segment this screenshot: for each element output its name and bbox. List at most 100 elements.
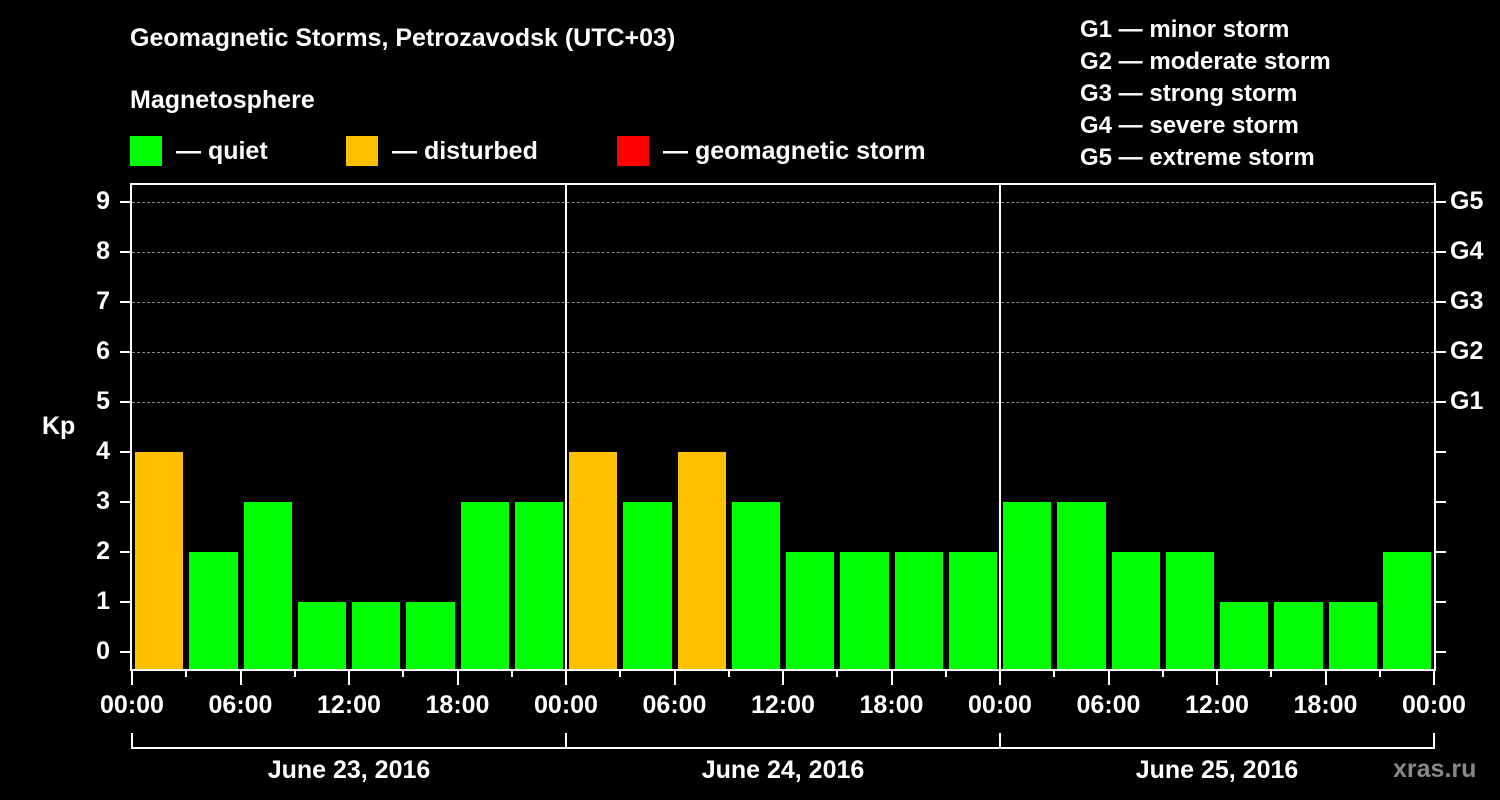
x-tick-label: 00:00 [968,691,1032,719]
kp-bar [1165,552,1214,669]
y-tick [120,251,130,253]
y-tick-right [1436,451,1446,453]
g-scale-item: G3 — strong storm [1080,80,1298,107]
kp-bar [243,502,292,669]
x-tick [890,669,893,685]
y-tick [120,451,130,453]
g-scale-label: G3 [1450,287,1484,315]
g-scale-item: G2 — moderate storm [1080,48,1331,75]
y-tick [120,601,130,603]
g-scale-item: G5 — extreme storm [1080,144,1315,171]
kp-bar [1274,602,1323,669]
x-tick [456,669,459,685]
x-tick [944,669,947,677]
y-tick-label: 1 [96,587,110,615]
gridline [132,402,1434,403]
gridline [132,252,1434,253]
x-tick [1433,669,1435,685]
kp-bar [189,552,238,669]
g-scale-legend: G1 — minor storm G2 — moderate storm G3 … [1080,14,1331,174]
legend-quiet: — quiet [130,136,268,166]
kp-bar [1003,502,1052,669]
g-scale-label: G5 [1450,187,1484,215]
x-tick [1270,669,1273,677]
y-tick-right [1436,201,1446,203]
x-tick [999,669,1001,685]
kp-bar [514,502,563,669]
kp-bar [297,602,346,669]
y-tick [120,501,130,503]
kp-bar [1057,502,1106,669]
kp-bar [1382,552,1431,669]
x-tick [185,669,188,677]
x-tick-label: 06:00 [208,691,273,719]
y-tick-right [1436,501,1446,503]
x-tick [565,669,567,685]
y-tick-right [1436,401,1446,403]
y-tick [120,651,130,653]
y-tick-right [1436,251,1446,253]
y-tick [120,301,130,303]
x-tick [348,669,350,685]
g-scale-item: G1 — minor storm [1080,16,1290,43]
y-tick-right [1436,301,1446,303]
y-tick-label: 0 [96,637,110,665]
date-label: June 25, 2016 [1135,756,1299,784]
kp-bar [1220,602,1269,669]
kp-bar [352,602,401,669]
plot-area [130,183,1436,671]
date-bracket-tick [565,733,567,749]
y-tick [120,201,130,203]
x-tick-label: 12:00 [751,691,815,719]
legend-storm: — geomagnetic storm [617,136,926,166]
y-tick-label: 4 [96,437,110,465]
x-tick [1053,669,1056,677]
watermark: xras.ru [1393,755,1477,783]
x-tick [1216,669,1218,685]
kp-bar [894,552,943,669]
legend-label: — quiet [176,136,268,165]
x-tick [782,669,784,685]
kp-bar [460,502,509,669]
kp-bar [786,552,835,669]
x-tick-label: 06:00 [642,691,707,719]
y-tick-label: 6 [96,337,110,365]
kp-bar [623,502,672,669]
x-tick-label: 00:00 [1402,691,1466,719]
x-tick [673,669,676,685]
x-tick-label: 12:00 [1185,691,1249,719]
y-tick-label: 5 [96,387,110,415]
g-scale-label: G4 [1450,237,1484,265]
y-tick-right [1436,551,1446,553]
x-tick [402,669,405,677]
x-tick [1161,669,1164,677]
x-tick [239,669,242,685]
kp-bar [840,552,889,669]
date-bracket-line [132,747,1434,749]
y-tick-label: 2 [96,537,110,565]
date-bracket-tick [999,733,1001,749]
y-axis-label: Kp [42,412,76,440]
day-divider [565,185,567,669]
x-tick [727,669,730,677]
date-label: June 24, 2016 [701,756,865,784]
y-tick [120,351,130,353]
x-tick [619,669,622,677]
x-tick [510,669,513,677]
x-tick-label: 06:00 [1076,691,1141,719]
g-scale-item: G4 — severe storm [1080,112,1299,139]
kp-bar [406,602,455,669]
kp-bar [135,452,184,669]
kp-bar [731,502,780,669]
x-tick-label: 00:00 [534,691,598,719]
kp-bar [948,552,997,669]
gridline [132,202,1434,203]
y-tick-right [1436,601,1446,603]
y-tick-label: 3 [96,487,110,515]
x-tick [1378,669,1381,677]
x-tick [1324,669,1327,685]
y-tick [120,401,130,403]
gridline [132,352,1434,353]
g-scale-label: G2 [1450,337,1484,365]
y-tick-label: 7 [96,287,110,315]
